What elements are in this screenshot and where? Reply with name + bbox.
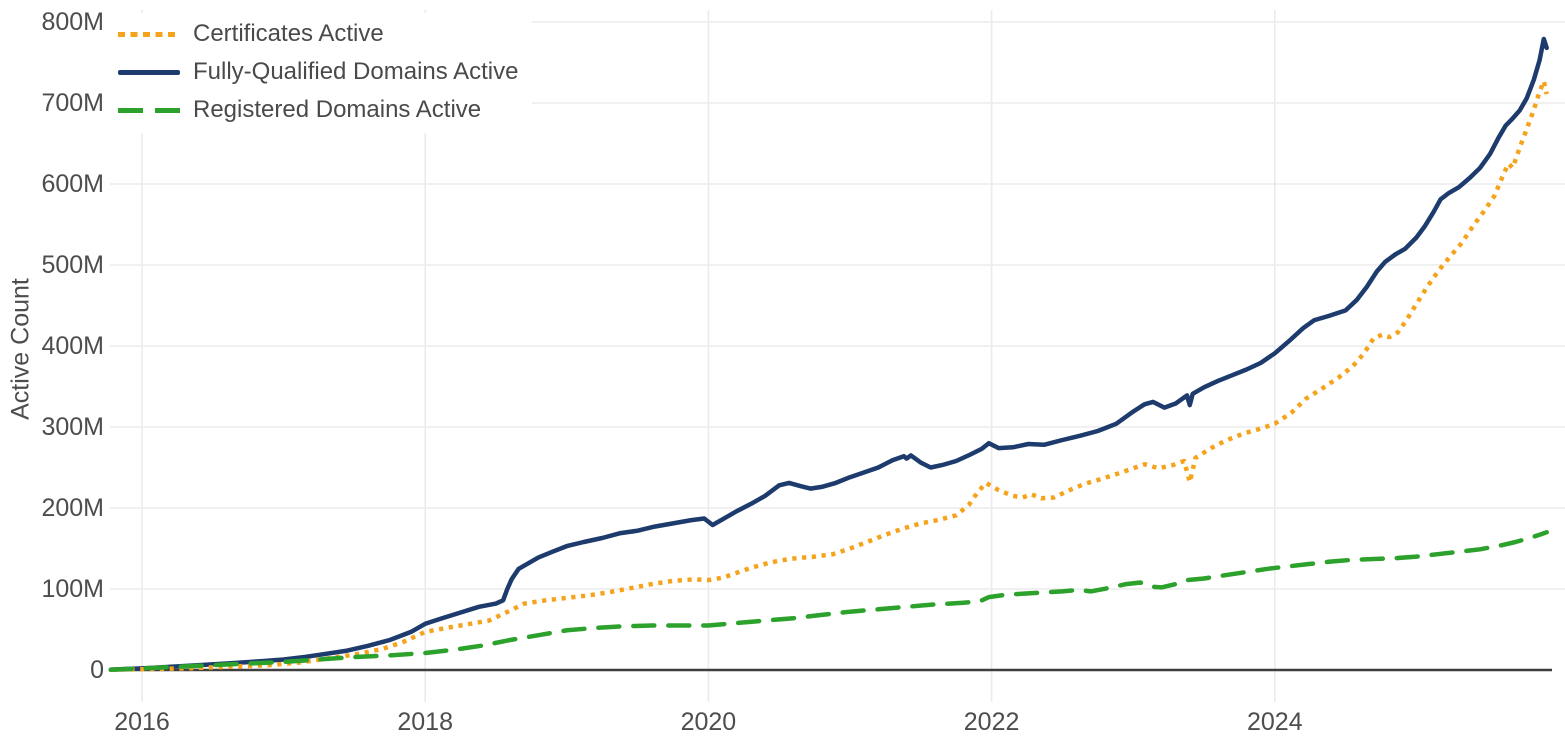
y-tick-label: 100M — [41, 575, 104, 603]
dashed-line-swatch-icon — [118, 107, 180, 113]
y-tick-label: 300M — [41, 413, 104, 441]
dotted-line-swatch-icon — [118, 31, 180, 37]
y-tick-label: 700M — [41, 89, 104, 117]
series-line-fully-qualified-domains-active — [108, 36, 1549, 672]
y-axis-title: Active Count — [6, 278, 35, 420]
series-line-certificates-active — [110, 78, 1549, 673]
legend-item-registered-domains-active[interactable]: Registered Domains Active — [112, 91, 518, 129]
x-tick-label: 2020 — [680, 708, 737, 736]
x-tick-label: 2024 — [1246, 708, 1303, 736]
legend-item-certificates-active[interactable]: Certificates Active — [112, 15, 518, 53]
y-tick-label: 400M — [41, 332, 104, 360]
legend-label: Registered Domains Active — [193, 96, 482, 123]
y-tick-label: 200M — [41, 494, 104, 522]
x-tick-label: 2022 — [963, 708, 1020, 736]
solid-line-swatch-icon — [118, 69, 180, 75]
series-line-registered-domains-active — [108, 530, 1549, 673]
y-tick-label: 500M — [41, 251, 104, 279]
y-tick-label: 600M — [41, 170, 104, 198]
legend: Certificates Active Fully-Qualified Doma… — [108, 13, 533, 133]
legend-item-fully-qualified-domains-active[interactable]: Fully-Qualified Domains Active — [112, 53, 518, 91]
legend-label: Fully-Qualified Domains Active — [193, 58, 519, 85]
legend-label: Certificates Active — [193, 20, 384, 47]
series-lines — [108, 36, 1549, 673]
x-tick-label: 2016 — [114, 708, 170, 736]
y-tick-label: 0 — [90, 656, 104, 684]
y-tick-label: 800M — [41, 8, 104, 36]
x-tick-label: 2018 — [397, 708, 453, 736]
